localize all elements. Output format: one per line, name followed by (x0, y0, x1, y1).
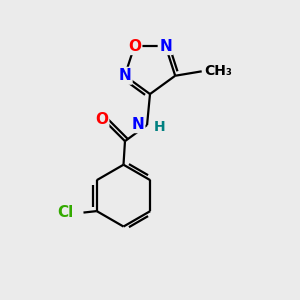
Text: N: N (159, 39, 172, 54)
Text: O: O (128, 39, 141, 54)
Text: O: O (95, 112, 108, 127)
Text: CH₃: CH₃ (204, 64, 232, 78)
Text: H: H (154, 120, 165, 134)
Text: N: N (132, 118, 145, 133)
Text: N: N (118, 68, 131, 83)
Text: Cl: Cl (57, 205, 73, 220)
